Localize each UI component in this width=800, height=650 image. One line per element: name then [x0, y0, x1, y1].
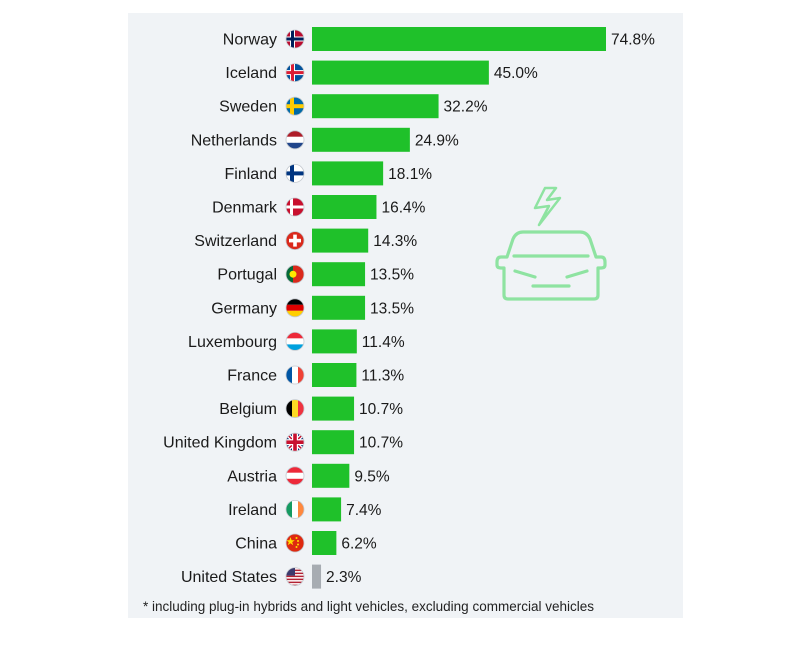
bar [312, 195, 377, 219]
belgium-flag-icon [285, 399, 305, 419]
value-label: 10.7% [359, 401, 403, 418]
luxembourg-flag-icon [285, 331, 305, 351]
bar [312, 396, 355, 421]
sweden-flag-icon [285, 96, 305, 116]
bar [312, 94, 439, 119]
bar [312, 531, 337, 555]
value-label: 10.7% [359, 435, 403, 452]
value-label: 13.5% [370, 300, 414, 317]
china-flag-icon [285, 533, 305, 553]
bar [312, 463, 350, 488]
electric-car-icon [495, 186, 607, 301]
denmark-flag-icon [285, 197, 305, 217]
bar [312, 363, 357, 387]
value-label: 45.0% [494, 65, 538, 82]
bar [312, 497, 342, 522]
category-label: United States [181, 569, 277, 586]
value-label: 24.9% [415, 132, 459, 149]
value-label: 74.8% [611, 32, 655, 49]
value-label: 2.3% [326, 569, 362, 586]
value-label: 32.2% [444, 99, 488, 116]
category-label: United Kingdom [163, 435, 277, 452]
value-label: 9.5% [354, 468, 390, 485]
category-label: Austria [227, 468, 277, 485]
bar [312, 295, 366, 320]
united-states-flag-icon [285, 567, 305, 586]
value-label: 11.3% [361, 368, 404, 385]
value-label: 7.4% [346, 502, 382, 519]
category-label: Denmark [212, 200, 278, 217]
bar [312, 127, 410, 152]
value-label: 14.3% [373, 233, 417, 250]
value-label: 16.4% [381, 200, 425, 217]
value-label: 6.2% [341, 536, 377, 553]
united-kingdom-flag-icon [285, 432, 305, 452]
bar [312, 329, 357, 354]
category-label: Ireland [228, 502, 277, 519]
category-label: China [235, 536, 277, 553]
bar [312, 228, 369, 253]
value-label: 13.5% [370, 267, 414, 284]
austria-flag-icon [285, 466, 305, 486]
bar [312, 564, 322, 589]
netherlands-flag-icon [285, 130, 305, 150]
switzerland-flag-icon [285, 231, 305, 251]
germany-flag-icon [285, 298, 305, 318]
category-label: Germany [211, 300, 277, 317]
category-label: Portugal [217, 267, 277, 284]
iceland-flag-icon [285, 63, 305, 82]
category-label: Finland [225, 166, 277, 183]
bar [312, 161, 384, 186]
value-label: 18.1% [388, 166, 432, 183]
france-flag-icon [285, 365, 305, 385]
bar [312, 60, 489, 85]
ireland-flag-icon [285, 499, 305, 519]
footnote: * including plug-in hybrids and light ve… [143, 599, 594, 614]
portugal-flag-icon [285, 264, 305, 284]
category-label: Switzerland [194, 233, 277, 250]
category-label: Iceland [225, 65, 277, 82]
category-label: France [227, 368, 277, 385]
bar [312, 262, 366, 287]
category-label: Norway [223, 32, 277, 49]
bar [312, 430, 355, 455]
category-label: Netherlands [191, 132, 277, 149]
norway-flag-icon [285, 29, 305, 49]
bar [312, 27, 606, 51]
category-label: Sweden [219, 99, 277, 116]
category-label: Luxembourg [188, 334, 277, 351]
value-label: 11.4% [362, 334, 405, 351]
finland-flag-icon [285, 163, 305, 183]
category-label: Belgium [219, 401, 277, 418]
